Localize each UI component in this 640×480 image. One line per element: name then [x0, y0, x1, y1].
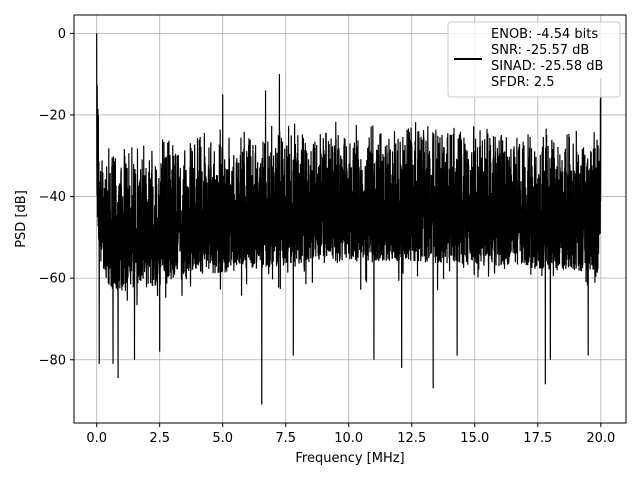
- legend-enob: ENOB: -4.54 bits: [491, 27, 598, 42]
- y-tick-label: −20: [39, 108, 66, 123]
- x-tick-label: 17.5: [523, 431, 552, 446]
- y-tick-label: −60: [39, 272, 66, 287]
- x-tick-label: 20.0: [586, 431, 615, 446]
- plot-area: [96, 33, 602, 405]
- x-tick-label: 2.5: [149, 431, 170, 446]
- legend-snr: SNR: -25.57 dB: [491, 43, 589, 58]
- y-axis-ticks: 0 −20 −40 −60 −80: [39, 27, 74, 368]
- y-axis-label: PSD [dB]: [14, 190, 29, 248]
- legend-box: [447, 21, 621, 98]
- psd-trace: [96, 33, 602, 405]
- legend: ENOB: -4.54 bits SNR: -25.57 dB SINAD: -…: [447, 21, 621, 98]
- y-tick-label: 0: [58, 27, 66, 42]
- legend-sinad: SINAD: -25.58 dB: [491, 59, 603, 74]
- x-axis-label: Frequency [MHz]: [295, 451, 404, 466]
- x-tick-label: 0.0: [86, 431, 107, 446]
- x-tick-label: 5.0: [212, 431, 233, 446]
- y-tick-label: −40: [39, 190, 66, 205]
- x-tick-label: 10.0: [334, 431, 363, 446]
- x-tick-label: 15.0: [460, 431, 489, 446]
- x-axis-ticks: 0.0 2.5 5.0 7.5 10.0 12.5 15.0 17.5 20.0: [86, 423, 615, 446]
- y-tick-label: −80: [39, 353, 66, 368]
- x-tick-label: 7.5: [275, 431, 296, 446]
- axes-frame: [73, 14, 627, 424]
- legend-sfdr: SFDR: 2.5: [491, 75, 555, 90]
- x-tick-label: 12.5: [397, 431, 426, 446]
